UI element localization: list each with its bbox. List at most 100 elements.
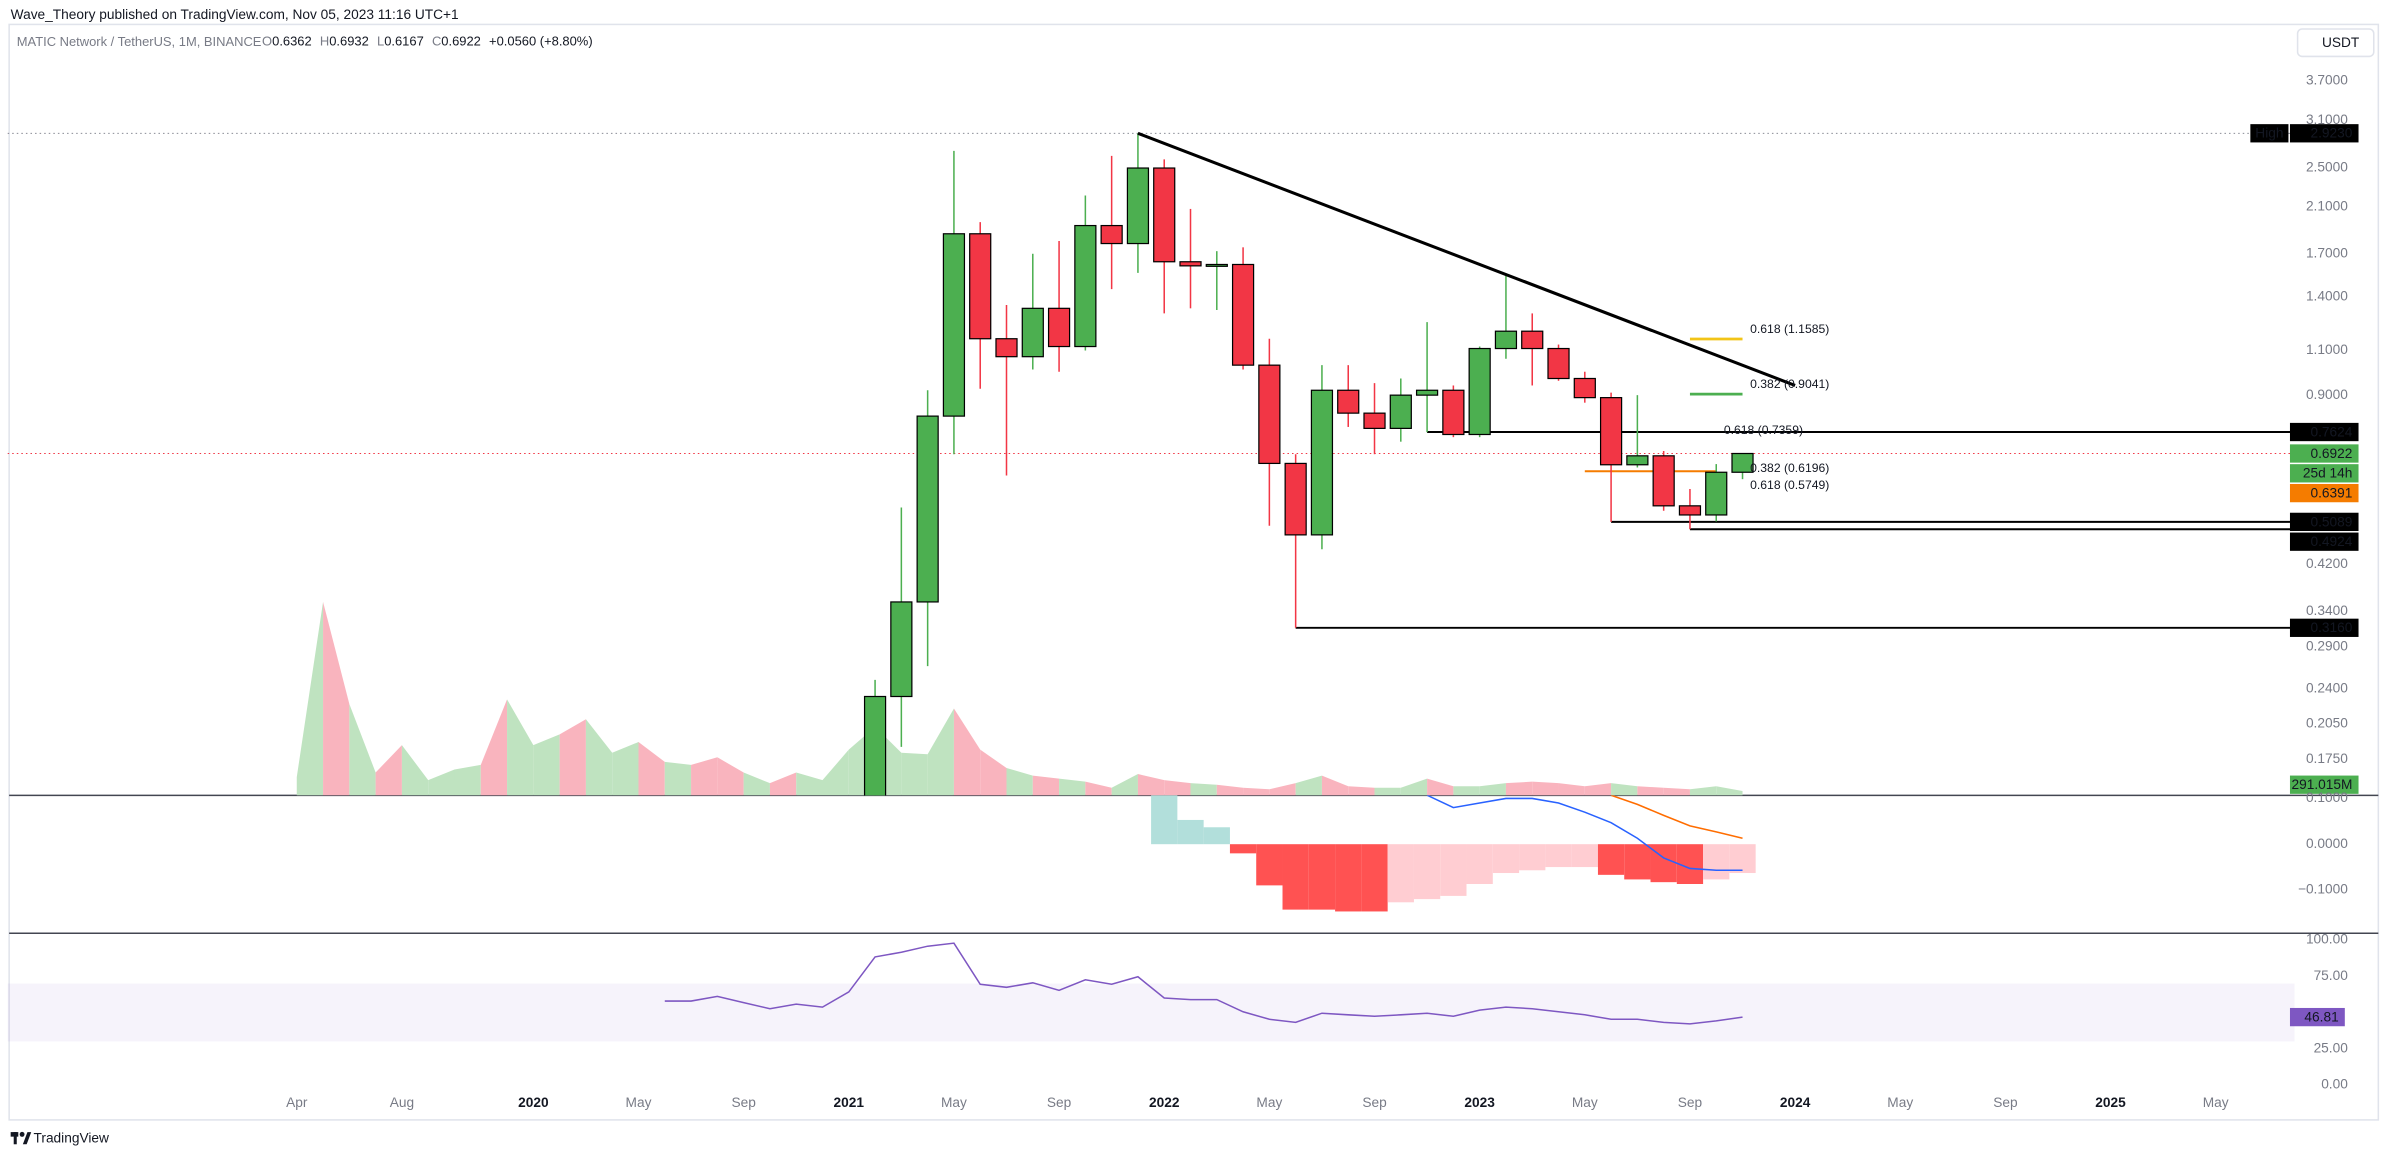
candle-body	[916, 415, 939, 603]
volume-area	[743, 772, 770, 796]
macd-bar	[1440, 844, 1467, 896]
y-tick-label: 3.7000	[2306, 73, 2348, 88]
candle-body	[1573, 377, 1596, 399]
volume-area	[1505, 781, 1533, 796]
y-tick-label: 0.2400	[2306, 681, 2348, 696]
candle-body	[1258, 364, 1281, 465]
fib-label: 0.618 (0.7359)	[1724, 423, 1803, 437]
volume-area	[612, 742, 639, 796]
macd-bar	[1413, 844, 1441, 900]
volume-area	[1059, 778, 1086, 796]
volume-area	[1085, 781, 1112, 796]
x-tick-label: 2022	[1149, 1095, 1180, 1110]
average-tag-bg	[2289, 483, 2359, 503]
candle-body	[1678, 505, 1702, 516]
candle-body	[1599, 397, 1623, 466]
volume-area	[349, 703, 376, 796]
currency-button[interactable]	[2296, 28, 2375, 58]
ohlc-label: C	[432, 34, 441, 49]
volume-area	[1137, 774, 1165, 796]
macd-bar	[1361, 844, 1388, 912]
volume-area	[664, 761, 692, 796]
volume-area	[1689, 786, 1717, 796]
candle-body	[1100, 224, 1123, 245]
y-tick-label: 0.3400	[2306, 603, 2348, 618]
volume-area	[1216, 784, 1244, 796]
x-tick-label: Sep	[1993, 1095, 2018, 1110]
rsi-pane	[7, 942, 2295, 1042]
candle-body	[1705, 471, 1728, 516]
macd-bar	[1729, 844, 1756, 874]
volume-area	[1243, 787, 1270, 796]
volume-area	[927, 708, 954, 796]
fib-label: 0.382 (0.6196)	[1750, 461, 1829, 475]
candle-body	[1284, 462, 1307, 536]
volume-area	[1716, 786, 1743, 796]
volume-area	[428, 769, 455, 796]
x-tick-label: 2021	[834, 1095, 865, 1110]
volume-area	[1532, 781, 1559, 796]
volume-area	[323, 601, 350, 796]
volume-area	[769, 772, 797, 796]
volume-area	[1637, 786, 1664, 796]
macd-tick-label: 0.0000	[2306, 836, 2348, 851]
macd-bar	[1229, 844, 1257, 854]
y-tick-label: 2.1000	[2306, 198, 2348, 213]
x-tick-label: Sep	[1678, 1095, 1703, 1110]
candle-body	[1494, 330, 1518, 350]
level-tag-bg	[2289, 618, 2359, 637]
macd-bar	[1597, 844, 1625, 875]
volume-area	[1164, 780, 1191, 796]
y-tick-label: 1.1000	[2306, 342, 2348, 357]
rsi-tag: 46.81	[2304, 1009, 2338, 1024]
high-tag: 2.9230	[2311, 126, 2353, 141]
volume-area	[1479, 783, 1506, 796]
candle-body	[863, 695, 887, 796]
currency[interactable]: USDT	[2322, 35, 2360, 50]
rsi-tick-label: 100.00	[2306, 932, 2348, 947]
brand-logo	[10, 1131, 32, 1145]
candle-body	[1468, 347, 1491, 436]
candle-body	[1179, 261, 1202, 267]
macd-bar	[1282, 844, 1309, 910]
publisher-line: Wave_Theory published on TradingView.com…	[11, 7, 459, 22]
volume-area	[1190, 783, 1217, 796]
macd-bar	[1466, 844, 1493, 884]
fib-label: 0.618 (1.1585)	[1750, 322, 1829, 336]
rsi-tick-label: 0.00	[2321, 1076, 2348, 1091]
volume-area	[822, 749, 849, 796]
x-tick-label: Sep	[1362, 1095, 1387, 1110]
rsi-tick-label: 75.00	[2314, 968, 2349, 983]
volume-area	[717, 757, 744, 796]
macd-bar	[1203, 827, 1230, 845]
volume-area	[507, 699, 534, 796]
candle-body	[1442, 389, 1465, 436]
macd-pane	[1151, 795, 1756, 912]
x-tick-label: Sep	[1047, 1095, 1072, 1110]
level-tag: 0.7624	[2311, 424, 2353, 439]
x-tick-label: May	[941, 1095, 967, 1110]
volume-area	[1611, 783, 1638, 796]
candle-body	[1731, 452, 1754, 473]
candle-body	[1652, 455, 1675, 507]
logo-part	[19, 1131, 25, 1137]
macd-bar	[1492, 844, 1520, 874]
macd-bar	[1676, 844, 1704, 884]
brand: TradingView	[34, 1131, 110, 1146]
macd-bar	[1151, 795, 1178, 845]
y-tick-label: 0.9000	[2306, 387, 2348, 402]
x-tick-label: May	[1572, 1095, 1598, 1110]
symbol-line: MATIC Network / TetherUS, 1M, BINANCE	[17, 34, 262, 49]
candle-body	[1231, 263, 1255, 366]
candle-body	[1363, 412, 1386, 429]
volume-area	[1400, 778, 1428, 796]
macd-bar	[1519, 844, 1546, 871]
volume-area	[375, 745, 402, 796]
frame	[8, 23, 2380, 1121]
price-tag: 0.6922	[2311, 446, 2353, 461]
ohlc-value: 0.6362	[272, 34, 312, 49]
volume-area	[1032, 775, 1060, 796]
candle-body	[1126, 167, 1150, 245]
fib-label: 0.382 (0.9041)	[1750, 377, 1829, 391]
rsi-tick-label: 25.00	[2314, 1040, 2349, 1055]
